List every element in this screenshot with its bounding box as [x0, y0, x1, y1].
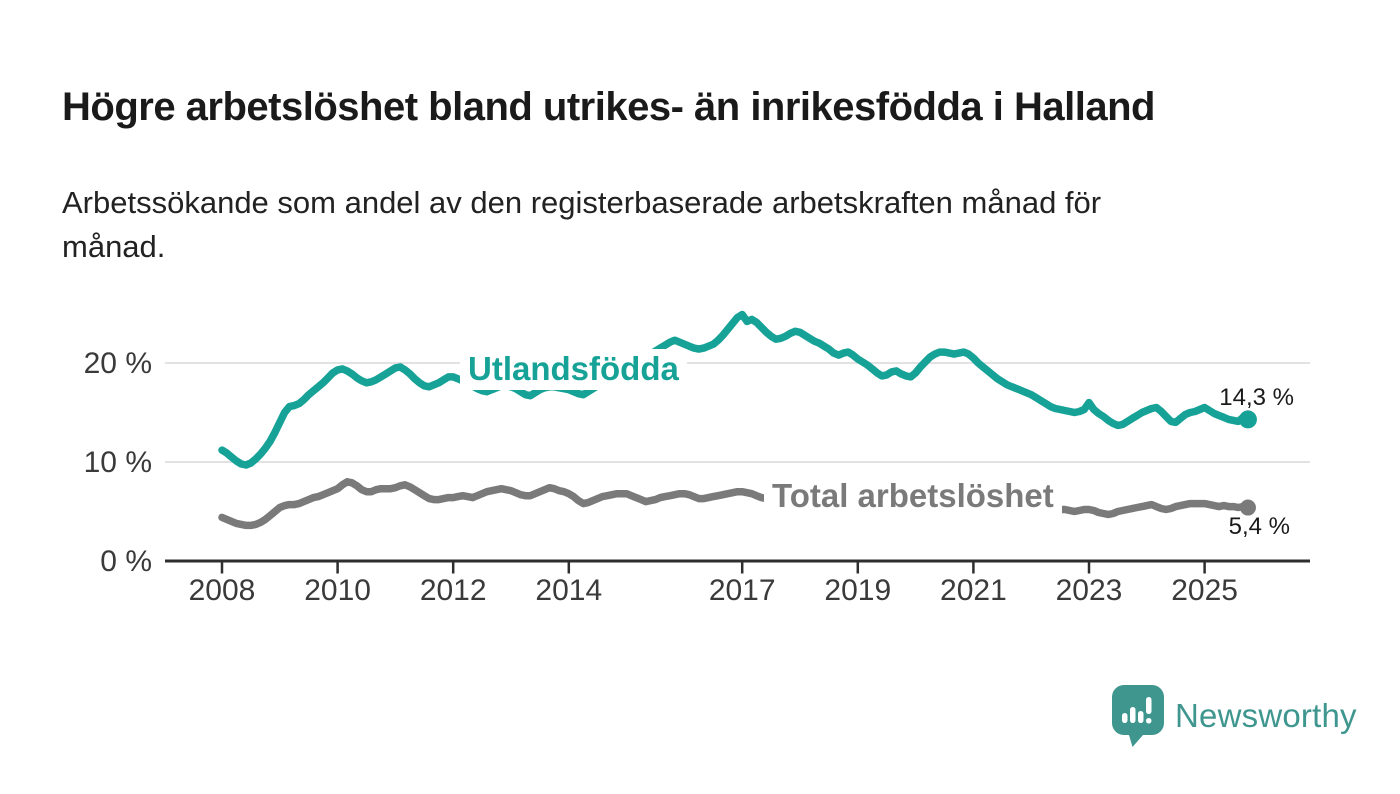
chart-subtitle: Arbetssökande som andel av den registerb…: [62, 185, 1102, 264]
x-axis-tick-label: 2008: [189, 574, 256, 607]
end-value-label-total-arbetsloshet: 5,4 %: [1228, 513, 1290, 540]
x-axis-tick-label: 2010: [304, 574, 371, 607]
newsworthy-logo-icon: [1112, 685, 1164, 747]
series-label-utlandsfodda: Utlandsfödda: [460, 349, 687, 390]
newsworthy-logo-text: Newsworthy: [1175, 697, 1357, 734]
series-line-total-arbetsloshet: [218, 478, 1252, 530]
y-axis-label: 0 %: [100, 545, 152, 578]
series-line-utlandsfodda: [218, 310, 1252, 469]
x-axis-tick-label: 2025: [1171, 574, 1238, 607]
series-end-dot-utlandsfodda: [1238, 410, 1257, 429]
x-axis-tick-label: 2012: [420, 574, 487, 607]
chart-title: Högre arbetslöshet bland utrikes- än inr…: [62, 84, 1155, 129]
y-axis-label: 10 %: [84, 446, 152, 479]
x-axis-tick-label: 2021: [940, 574, 1007, 607]
x-axis-tick-label: 2014: [535, 574, 602, 607]
series-end-dot-total-arbetsloshet: [1239, 499, 1256, 516]
y-axis-label: 20 %: [84, 347, 152, 380]
x-axis-tick-label: 2019: [824, 574, 891, 607]
x-axis-tick-label: 2017: [709, 574, 776, 607]
series-label-total-arbetsloshet: Total arbetslöshet: [764, 476, 1062, 517]
x-axis-tick-label: 2023: [1056, 574, 1123, 607]
newsworthy-logo: Newsworthy: [1112, 685, 1357, 747]
end-value-label-utlandsfodda: 14,3 %: [1219, 384, 1294, 411]
